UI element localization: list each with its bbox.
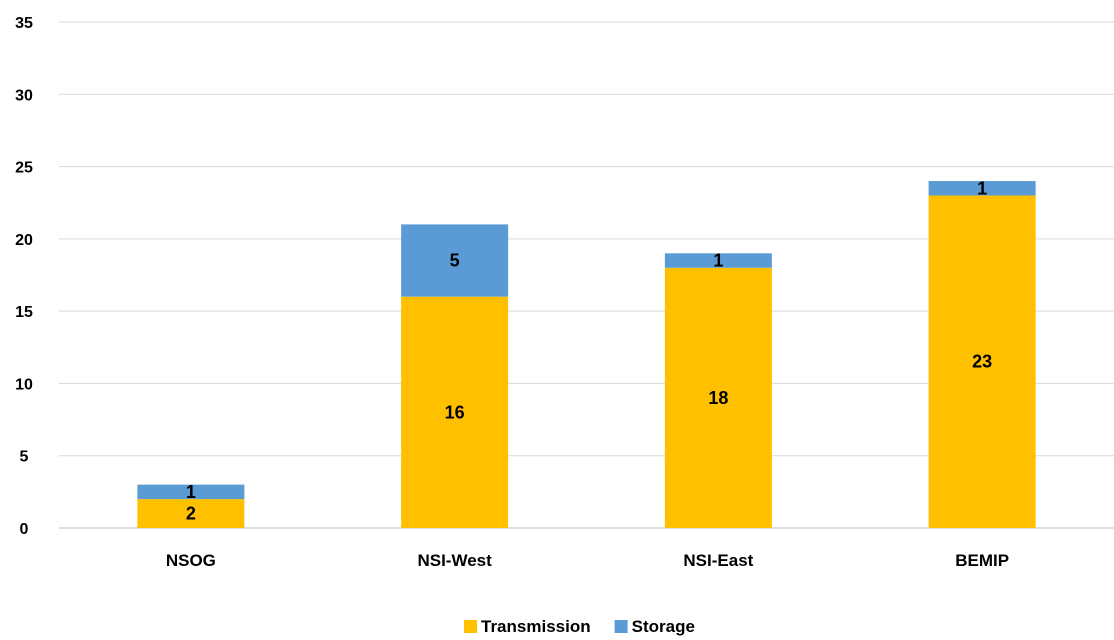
legend-label: Storage [632, 617, 695, 636]
y-tick-label: 10 [15, 376, 33, 393]
bar-transmission [664, 267, 772, 528]
data-label: 16 [445, 402, 465, 422]
x-category-label: NSI-East [683, 551, 753, 570]
y-tick-label: 15 [15, 304, 33, 321]
bar-storage [137, 484, 245, 500]
legend-label: Transmission [481, 617, 591, 636]
y-axis: 0 5 10 15 20 25 30 35 [15, 15, 33, 538]
bar-transmission [401, 296, 509, 528]
x-axis: NSOG NSI-West NSI-East BEMIP [166, 551, 1009, 570]
x-category-label: NSI-West [417, 551, 492, 570]
legend-swatch [614, 620, 628, 633]
bar-storage [401, 224, 509, 297]
bar-transmission [137, 499, 245, 528]
data-label: 18 [708, 388, 728, 408]
data-label: 23 [972, 352, 992, 372]
y-tick-label: 30 [15, 87, 33, 104]
legend-swatch [464, 620, 477, 633]
bar-storage [664, 253, 772, 268]
y-tick-label: 5 [20, 449, 29, 466]
y-tick-label: 0 [20, 521, 29, 538]
data-label: 1 [977, 178, 987, 198]
legend: Transmission Storage [464, 617, 695, 636]
bar-storage [928, 181, 1036, 196]
data-label: 1 [713, 251, 723, 271]
y-tick-label: 25 [15, 160, 33, 177]
data-label: 5 [450, 251, 460, 271]
data-label: 2 [186, 504, 196, 524]
y-tick-label: 20 [15, 232, 33, 249]
bar-transmission [928, 195, 1036, 528]
bars [137, 181, 1036, 528]
y-tick-label: 35 [15, 15, 33, 32]
x-category-label: BEMIP [955, 551, 1009, 570]
gridlines [59, 21, 1114, 529]
data-label: 1 [186, 482, 196, 502]
x-category-label: NSOG [166, 551, 216, 570]
